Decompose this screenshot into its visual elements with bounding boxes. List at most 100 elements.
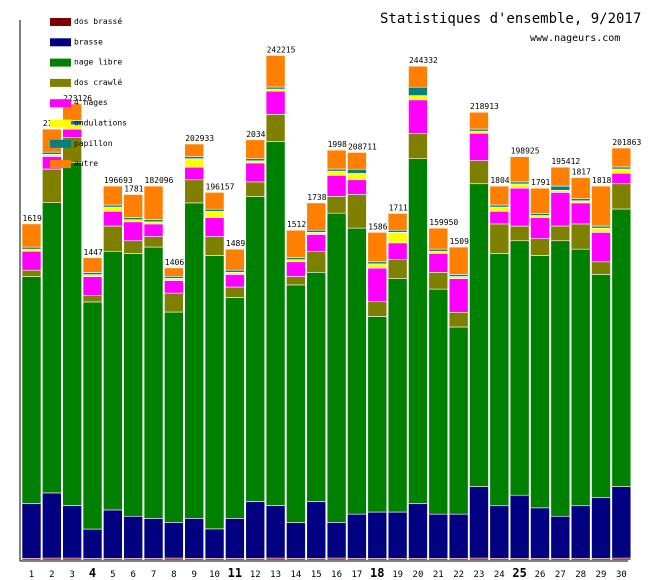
bar-segment-8-s6 xyxy=(164,275,184,279)
bar-segment-21-s5 xyxy=(428,250,449,254)
x-tick-15: 15 xyxy=(311,570,322,580)
bar-segment-5-s7 xyxy=(103,185,123,206)
bar-segment-12-s6 xyxy=(245,158,266,162)
bar-segment-24-s1 xyxy=(489,505,510,559)
bar-segment-18-s2 xyxy=(367,316,388,513)
x-tick-20: 20 xyxy=(413,570,424,580)
bar-segment-1-s2 xyxy=(21,276,42,504)
bar-segment-27-s1 xyxy=(550,515,571,559)
bar-segment-23-s2 xyxy=(469,183,489,487)
bar-segment-7-s6 xyxy=(143,219,164,223)
bar-segment-1-s7 xyxy=(21,223,42,248)
bar-segment-23-s7 xyxy=(469,111,489,130)
total-label-7: 182096 xyxy=(145,176,174,185)
x-tick-30: 30 xyxy=(616,570,627,580)
bar-segment-20-s2 xyxy=(408,158,428,504)
x-tick-26: 26 xyxy=(535,570,546,580)
bar-segment-23-s5 xyxy=(469,130,489,134)
bar-segment-18-s1 xyxy=(367,511,388,559)
bar-segment-10-s7 xyxy=(204,192,225,210)
bar-segment-16-s2 xyxy=(326,212,347,523)
bar-segment-25-s7 xyxy=(509,156,530,183)
bar-segment-17-s2 xyxy=(347,227,367,515)
x-tick-14: 14 xyxy=(290,570,301,580)
bar-segment-8-s3 xyxy=(164,292,184,313)
bar-segment-20-s5 xyxy=(408,95,428,101)
x-tick-12: 12 xyxy=(250,570,261,580)
total-label-10: 196157 xyxy=(206,182,235,191)
bar-segment-4-s4 xyxy=(82,276,103,296)
bar-segment-22-s5 xyxy=(448,276,469,279)
total-label-22: 1509 xyxy=(450,237,469,246)
legend-swatch-5 xyxy=(50,119,71,128)
x-tick-27: 27 xyxy=(555,570,566,580)
bar-segment-24-s7 xyxy=(489,185,510,206)
total-label-28: 1817 xyxy=(572,168,591,177)
bar-segment-23-s3 xyxy=(469,160,489,185)
bar-segment-14-s5 xyxy=(286,259,306,263)
bar-segment-11-s7 xyxy=(225,248,245,271)
bar-segment-25-s2 xyxy=(509,240,530,496)
bar-segment-13-s2 xyxy=(265,141,286,506)
bar-segment-1-s5 xyxy=(21,248,42,252)
bar-segment-7-s2 xyxy=(143,246,164,519)
bar-segment-24-s4 xyxy=(489,210,510,225)
bar-segment-29-s3 xyxy=(591,261,611,275)
bar-segment-26-s1 xyxy=(530,507,550,559)
bar-segment-1-s3 xyxy=(21,269,42,277)
bar-segment-22-s6 xyxy=(448,274,469,277)
bar-segment-26-s4 xyxy=(530,217,550,239)
bar-segment-9-s7 xyxy=(184,143,205,157)
total-label-12: 2034 xyxy=(246,130,265,139)
legend-swatch-6 xyxy=(50,139,71,148)
bar-segment-7-s4 xyxy=(143,223,164,237)
legend-swatch-2 xyxy=(50,58,71,67)
bar-segment-28-s6 xyxy=(570,198,591,202)
bar-segment-18-s3 xyxy=(367,301,388,317)
x-tick-24: 24 xyxy=(494,570,505,580)
bar-segment-30-s5 xyxy=(611,168,632,174)
bar-segment-25-s5 xyxy=(509,183,530,189)
legend-label-3: dos crawlé xyxy=(74,77,122,87)
total-label-30: 201863 xyxy=(612,138,641,147)
bar-segment-20-s6 xyxy=(408,86,428,96)
x-tick-2: 2 xyxy=(49,570,54,580)
bar-segment-11-s3 xyxy=(225,286,245,298)
bar-segment-30-s3 xyxy=(611,183,632,210)
legend-swatch-3 xyxy=(50,78,71,87)
bar-segment-18-s6 xyxy=(367,261,388,265)
bar-segment-28-s2 xyxy=(570,248,591,507)
x-tick-21: 21 xyxy=(433,570,444,580)
bar-segment-27-s4 xyxy=(550,192,571,227)
bar-segment-7-s7 xyxy=(143,185,164,221)
bar-segment-12-s4 xyxy=(245,162,266,183)
legend-label-7: autre xyxy=(74,159,98,168)
bar-segment-13-s4 xyxy=(265,90,286,115)
bar-segment-3-s1 xyxy=(62,505,82,559)
bar-segment-17-s6 xyxy=(347,168,367,174)
bar-segment-8-s2 xyxy=(164,311,184,523)
bar-segment-19-s3 xyxy=(387,259,408,279)
bar-segment-20-s1 xyxy=(408,503,428,559)
x-tick-3: 3 xyxy=(69,570,74,580)
bar-segment-8-s5 xyxy=(164,278,184,281)
bar-segment-29-s7 xyxy=(591,185,611,227)
bar-segment-22-s1 xyxy=(448,513,469,559)
x-ticks-layer: 1 2 3 4 5 6 7 8 9 10 11 12 13 14 15 16 17 18 19 20 21 22 23 24 2… xyxy=(29,566,627,580)
bar-segment-13-s7 xyxy=(265,55,286,88)
bar-segment-9-s3 xyxy=(184,179,205,204)
bar-segment-4-s2 xyxy=(82,301,103,530)
bar-segment-19-s5 xyxy=(387,232,408,244)
bar-segment-16-s1 xyxy=(326,522,347,559)
bar-segment-9-s6 xyxy=(184,156,205,160)
bar-segment-1-s6 xyxy=(21,246,42,250)
bar-segment-4-s1 xyxy=(82,528,103,559)
bar-segment-17-s4 xyxy=(347,179,367,195)
legend: dos brassé brasse nage libre dos crawlé 4 na… xyxy=(50,16,127,169)
total-label-6: 1781 xyxy=(124,184,143,193)
bar-segment-5-s4 xyxy=(103,210,123,227)
bar-segment-14-s1 xyxy=(286,522,306,559)
total-label-24: 1804 xyxy=(490,176,509,185)
x-tick-9: 9 xyxy=(192,570,197,580)
x-tick-7: 7 xyxy=(151,570,156,580)
